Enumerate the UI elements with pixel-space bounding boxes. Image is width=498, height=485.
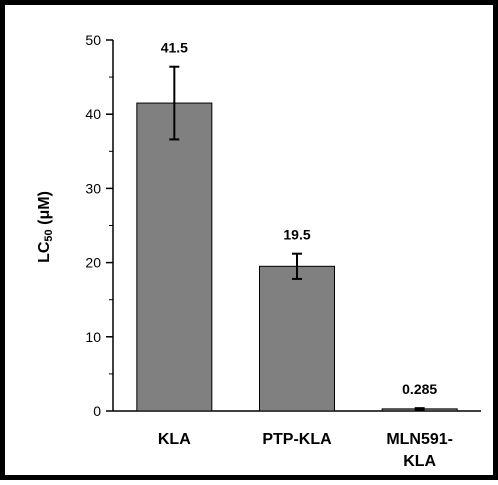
category-label: MLN591- KLA (386, 431, 453, 470)
y-tick-label: 30 (85, 180, 101, 196)
y-tick-label: 50 (85, 32, 101, 48)
y-axis-title-subscript: 50 (43, 229, 55, 241)
y-axis-title-main: LC (36, 241, 53, 263)
y-tick-label: 40 (85, 106, 101, 122)
y-tick-label: 20 (85, 255, 101, 271)
category-label-line: PTP-KLA (262, 431, 332, 448)
category-label-line: MLN591- (386, 431, 453, 448)
plot-area: 0 10 20 30 40 50 41.5 KLA 19.5 PTP-KLA 0.285 MLN591… (85, 32, 481, 470)
y-tick-label: 0 (93, 403, 101, 419)
category-label-line: KLA (158, 431, 191, 448)
bar (259, 265, 335, 412)
category-label: PTP-KLA (262, 431, 332, 448)
category-label: KLA (158, 431, 191, 448)
y-axis-title: LC50 (μM) (36, 191, 55, 263)
data-label: 0.285 (402, 381, 437, 397)
y-tick-label: 10 (85, 329, 101, 345)
bar (136, 102, 213, 412)
category-label-line: KLA (403, 453, 436, 470)
data-label: 41.5 (161, 40, 188, 56)
data-label: 19.5 (283, 227, 310, 243)
y-axis-title-unit: (μM) (36, 191, 53, 229)
